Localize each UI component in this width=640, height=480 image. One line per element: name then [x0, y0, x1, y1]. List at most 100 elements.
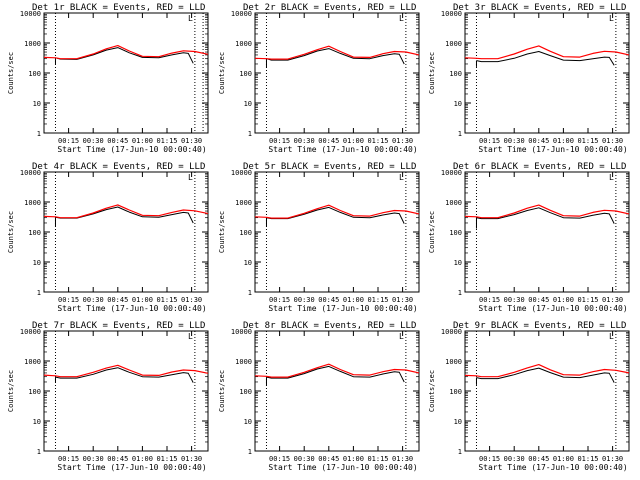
y-tick-label: 100 [239, 229, 252, 237]
y-tick-label: 1 [248, 130, 252, 138]
detector-panel: Det 9r BLACK = Events, RED = LLD 1 10 100 10… [428, 321, 630, 472]
x-axis-label: Start Time (17-Jun-10 00:00:40) [478, 145, 627, 154]
x-tick-label: 00:15 [269, 455, 290, 463]
events-series-line [55, 206, 194, 224]
corner-label: L [609, 332, 614, 341]
x-tick-label: 01:15 [577, 137, 598, 145]
x-axis-label: Start Time (17-Jun-10 00:00:40) [57, 304, 206, 313]
y-tick-label: 1 [458, 130, 462, 138]
x-tick-label: 00:45 [107, 137, 128, 145]
x-tick-label: 00:45 [318, 137, 339, 145]
y-tick-label: 10000 [441, 10, 462, 18]
y-axis-label: Counts/sec [218, 211, 226, 253]
x-tick-label: 00:45 [107, 296, 128, 304]
lld-series-line [464, 204, 630, 219]
x-tick-label: 00:30 [504, 296, 525, 304]
x-axis-label: Start Time (17-Jun-10 00:00:40) [268, 463, 417, 472]
x-tick-label: 00:45 [528, 137, 549, 145]
x-tick-label: 01:00 [132, 137, 153, 145]
x-tick-label: 01:15 [367, 455, 388, 463]
x-tick-label: 00:15 [479, 455, 500, 463]
y-tick-label: 100 [449, 70, 462, 78]
x-tick-label: 00:15 [479, 137, 500, 145]
detector-panel: Det 2r BLACK = Events, RED = LLD 1 10 100 10… [218, 3, 420, 154]
y-tick-label: 10 [454, 259, 462, 267]
y-tick-label: 10 [244, 418, 252, 426]
y-tick-label: 1000 [24, 40, 41, 48]
lld-series-line [43, 364, 209, 378]
y-tick-label: 100 [239, 70, 252, 78]
detector-panel: Det 6r BLACK = Events, RED = LLD 1 10 100 10… [428, 162, 630, 313]
x-axis-label: Start Time (17-Jun-10 00:00:40) [57, 145, 206, 154]
events-series-line [55, 47, 194, 64]
y-axis-label: Counts/sec [7, 370, 15, 412]
events-series-line [266, 48, 405, 65]
y-tick-label: 100 [28, 229, 41, 237]
plot-frame [464, 12, 630, 134]
corner-label: L [609, 173, 614, 182]
y-tick-label: 100 [28, 388, 41, 396]
y-tick-label: 10000 [441, 169, 462, 177]
x-tick-label: 01:15 [156, 296, 177, 304]
y-tick-label: 100 [239, 388, 252, 396]
x-tick-label: 01:00 [132, 455, 153, 463]
y-axis-label: Counts/sec [428, 370, 436, 412]
x-tick-label: 01:30 [602, 296, 623, 304]
plot-frame [254, 171, 420, 293]
x-tick-label: 01:00 [132, 296, 153, 304]
y-tick-label: 10 [244, 100, 252, 108]
y-tick-label: 10000 [20, 328, 41, 336]
x-tick-label: 00:45 [318, 296, 339, 304]
x-tick-label: 01:30 [602, 137, 623, 145]
x-tick-label: 01:30 [392, 296, 413, 304]
panel-title: Det 1r BLACK = Events, RED = LLD [32, 3, 205, 13]
x-axis-label: Start Time (17-Jun-10 00:00:40) [268, 145, 417, 154]
y-axis-label: Counts/sec [7, 52, 15, 94]
y-tick-label: 1000 [24, 358, 41, 366]
y-axis-label: Counts/sec [218, 52, 226, 94]
y-tick-label: 10 [33, 418, 41, 426]
y-tick-label: 1 [248, 289, 252, 297]
y-tick-label: 10000 [20, 169, 41, 177]
x-tick-label: 01:30 [181, 137, 202, 145]
corner-label: L [188, 332, 193, 341]
y-tick-label: 1000 [445, 358, 462, 366]
lld-series-line [464, 364, 630, 378]
plot-frame [43, 171, 209, 293]
x-tick-label: 00:30 [294, 137, 315, 145]
x-axis-label: Start Time (17-Jun-10 00:00:40) [478, 304, 627, 313]
panel-title: Det 3r BLACK = Events, RED = LLD [453, 3, 626, 13]
x-tick-label: 00:15 [58, 296, 79, 304]
x-tick-label: 00:45 [528, 296, 549, 304]
corner-label: L [399, 332, 404, 341]
detector-panel: Det 5r BLACK = Events, RED = LLD 1 10 100 10… [218, 162, 420, 313]
x-tick-label: 01:00 [553, 137, 574, 145]
x-tick-label: 00:45 [318, 455, 339, 463]
x-axis-label: Start Time (17-Jun-10 00:00:40) [268, 304, 417, 313]
y-tick-label: 10000 [231, 10, 252, 18]
corner-label: L [399, 14, 404, 23]
x-axis-label: Start Time (17-Jun-10 00:00:40) [478, 463, 627, 472]
x-tick-label: 01:15 [156, 455, 177, 463]
x-axis-label: Start Time (17-Jun-10 00:00:40) [57, 463, 206, 472]
y-tick-label: 10 [454, 100, 462, 108]
corner-label: L [188, 14, 193, 23]
x-tick-label: 00:30 [294, 296, 315, 304]
y-tick-label: 10000 [231, 328, 252, 336]
events-series-line [476, 367, 615, 383]
x-tick-label: 01:00 [343, 137, 364, 145]
x-tick-label: 01:30 [181, 296, 202, 304]
x-tick-label: 00:45 [528, 455, 549, 463]
detector-panel: Det 1r BLACK = Events, RED = LLD 1 10 100 10… [7, 3, 209, 154]
y-tick-label: 1 [37, 130, 41, 138]
x-tick-label: 00:45 [107, 455, 128, 463]
y-tick-label: 10 [33, 259, 41, 267]
y-tick-label: 100 [28, 70, 41, 78]
x-tick-label: 01:15 [156, 137, 177, 145]
events-series-line [55, 367, 194, 383]
detector-panel: Det 8r BLACK = Events, RED = LLD 1 10 100 10… [218, 321, 420, 472]
x-tick-label: 00:15 [58, 455, 79, 463]
detector-panel: Det 4r BLACK = Events, RED = LLD 1 10 100 10… [7, 162, 209, 313]
y-tick-label: 10 [454, 418, 462, 426]
panel-title: Det 6r BLACK = Events, RED = LLD [453, 162, 626, 172]
